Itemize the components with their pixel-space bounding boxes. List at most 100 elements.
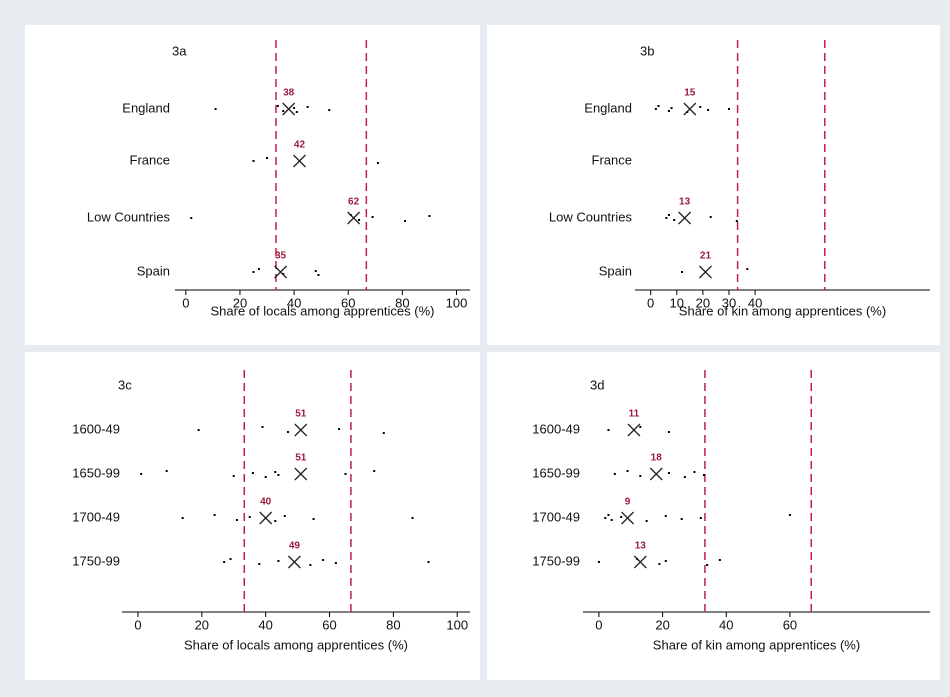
panel-title: 3c	[118, 377, 132, 392]
category-label: 1700-49	[532, 509, 580, 524]
mean-label: 51	[295, 409, 307, 420]
mean-label: 42	[294, 140, 306, 151]
mean-marker	[282, 102, 296, 116]
mean-marker	[347, 211, 361, 225]
observation-dot	[427, 561, 430, 563]
observation-dot	[607, 514, 610, 516]
observation-dot	[214, 108, 217, 110]
mean-marker	[649, 467, 663, 481]
observation-dot	[232, 475, 235, 477]
panel-title: 3d	[590, 377, 604, 392]
observation-dot	[788, 514, 791, 516]
x-tick-label: 0	[182, 295, 189, 310]
x-tick-label: 60	[341, 295, 355, 310]
observation-dot	[699, 517, 702, 519]
observation-dot	[258, 563, 261, 565]
observation-dot	[287, 431, 290, 433]
observation-dot	[683, 476, 686, 478]
observation-dot	[610, 519, 613, 521]
observation-dot	[338, 428, 341, 430]
x-tick-label: 100	[446, 295, 468, 310]
mean-marker	[678, 211, 692, 225]
category-label: England	[584, 100, 632, 115]
observation-dot	[735, 220, 738, 222]
mean-label: 40	[260, 497, 272, 508]
observation-dot	[667, 472, 670, 474]
observation-dot	[746, 268, 749, 270]
x-tick-label: 60	[783, 617, 797, 632]
mean-label: 18	[651, 453, 663, 464]
observation-dot	[658, 563, 661, 565]
x-tick-label: 60	[322, 617, 336, 632]
observation-dot	[680, 518, 683, 520]
observation-dot	[295, 111, 298, 113]
x-tick-label: 10	[670, 295, 684, 310]
x-axis-label: Share of kin among apprentices (%)	[653, 637, 860, 652]
category-label: Low Countries	[549, 209, 633, 224]
observation-dot	[213, 514, 216, 516]
panel	[487, 25, 940, 345]
observation-dot	[639, 475, 642, 477]
observation-dot	[293, 107, 296, 109]
panel-title: 3b	[640, 43, 654, 58]
category-label: 1600-49	[532, 421, 580, 436]
observation-dot	[667, 214, 670, 216]
category-label: England	[122, 100, 170, 115]
mean-label: 13	[635, 541, 647, 552]
category-label: Low Countries	[87, 209, 171, 224]
mean-label: 62	[348, 197, 360, 208]
panel	[25, 25, 480, 345]
category-label: 1750-99	[72, 553, 120, 568]
mean-marker	[287, 555, 301, 569]
x-tick-label: 40	[258, 617, 272, 632]
observation-dot	[607, 429, 610, 431]
observation-dot	[306, 106, 309, 108]
observation-dot	[706, 564, 709, 566]
observation-dot	[229, 558, 232, 560]
mean-marker	[621, 511, 635, 525]
observation-dot	[252, 271, 255, 273]
mean-marker	[683, 102, 697, 116]
category-label: Spain	[137, 263, 170, 278]
observation-dot	[344, 473, 347, 475]
observation-dot	[382, 432, 385, 434]
observation-dot	[248, 516, 251, 518]
observation-dot	[251, 472, 254, 474]
observation-dot	[718, 559, 721, 561]
observation-dot	[283, 515, 286, 517]
x-tick-label: 20	[696, 295, 710, 310]
observation-dot	[657, 105, 660, 107]
mean-label: 11	[629, 409, 640, 420]
observation-dot	[411, 517, 414, 519]
observation-dot	[264, 476, 267, 478]
category-label: 1650-99	[72, 465, 120, 480]
mean-label: 13	[679, 197, 691, 208]
observation-dot	[428, 215, 431, 217]
mean-label: 15	[684, 88, 696, 99]
observation-dot	[235, 519, 238, 521]
observation-dot	[266, 157, 269, 159]
panel-title: 3a	[172, 43, 187, 58]
observation-dot	[376, 162, 379, 164]
observation-dot	[709, 216, 712, 218]
x-tick-label: 40	[748, 295, 762, 310]
x-tick-label: 0	[595, 617, 602, 632]
observation-dot	[707, 109, 710, 111]
observation-dot	[261, 426, 264, 428]
observation-dot	[371, 216, 374, 218]
mean-marker	[293, 154, 306, 168]
mean-label: 49	[289, 541, 301, 552]
x-tick-label: 20	[233, 295, 247, 310]
category-label: 1600-49	[72, 421, 120, 436]
observation-dot	[358, 219, 361, 221]
observation-dot	[702, 474, 705, 476]
observation-dot	[673, 219, 676, 221]
observation-dot	[665, 217, 668, 219]
observation-dot	[282, 110, 285, 112]
x-axis-label: Share of locals among apprentices (%)	[210, 303, 434, 318]
panel	[25, 352, 480, 680]
observation-dot	[639, 426, 642, 428]
mean-marker	[259, 511, 273, 525]
observation-dot	[645, 520, 648, 522]
x-axis-label: Share of locals among apprentices (%)	[184, 637, 408, 652]
